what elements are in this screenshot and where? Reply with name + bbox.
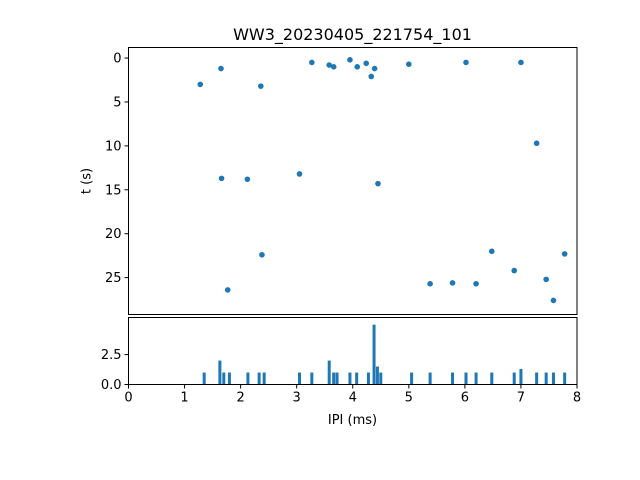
histogram-bar xyxy=(355,372,359,385)
tick-label: 5 xyxy=(405,391,413,406)
histogram-bar xyxy=(257,372,261,385)
histogram-bar xyxy=(246,372,250,385)
scatter-point xyxy=(463,59,469,66)
histogram-bar xyxy=(544,372,548,385)
scatter-point xyxy=(406,61,412,67)
scatter-point xyxy=(296,171,303,177)
scatter-point xyxy=(550,297,557,304)
scatter-point xyxy=(511,267,518,274)
scatter-point xyxy=(330,64,337,70)
tick-label: 2 xyxy=(236,391,244,406)
histogram-bar xyxy=(451,372,455,385)
scatter-point xyxy=(309,59,315,66)
histogram-bar xyxy=(327,360,331,385)
scatter-points xyxy=(197,56,568,304)
scatter-point xyxy=(488,248,495,255)
histogram-bar xyxy=(262,372,266,385)
scatter-point xyxy=(449,280,456,286)
scatter-point xyxy=(244,176,251,183)
x-axis-label: IPI (ms) xyxy=(327,413,378,428)
chart-title: WW3_20230405_221754_101 xyxy=(233,25,472,44)
histogram-bars xyxy=(202,324,567,385)
histogram-bar xyxy=(310,372,314,385)
top-y-ticks: 0 5 10 15 20 25 xyxy=(105,52,129,286)
histogram-bar xyxy=(222,372,226,385)
histogram-bar xyxy=(474,372,478,385)
histogram-bar xyxy=(297,372,301,385)
tick-label: 0.0 xyxy=(101,378,122,393)
histogram-bar xyxy=(366,372,370,385)
tick-label: 3 xyxy=(293,391,301,406)
histogram-bar xyxy=(335,372,339,385)
scatter-point xyxy=(473,280,479,287)
histogram-bar xyxy=(512,372,516,385)
histogram-bar xyxy=(379,372,383,385)
axes-spines xyxy=(128,47,578,385)
scatter-point xyxy=(427,280,433,287)
histogram-bar xyxy=(372,324,376,385)
tick-label: 2.5 xyxy=(101,348,122,363)
tick-label: 10 xyxy=(105,139,122,154)
top-axes-frame xyxy=(128,47,578,315)
tick-label: 7 xyxy=(517,391,525,406)
histogram-bar xyxy=(410,372,414,385)
histogram-bar xyxy=(490,372,494,385)
scatter-point xyxy=(218,175,225,182)
histogram-bar xyxy=(551,372,555,385)
tick-label: 4 xyxy=(349,391,357,406)
scatter-point xyxy=(326,62,333,68)
scatter-point xyxy=(218,65,224,72)
scatter-point xyxy=(347,56,353,63)
scatter-point xyxy=(259,251,265,258)
scatter-point xyxy=(224,287,231,293)
histogram-bar xyxy=(464,372,468,385)
scatter-point xyxy=(533,140,540,147)
tick-label: 8 xyxy=(573,391,581,406)
tick-label: 6 xyxy=(461,391,469,406)
scatter-point xyxy=(518,59,524,66)
tick-label: 0 xyxy=(113,52,121,67)
bottom-x-ticks: 0 1 2 3 4 5 6 7 8 xyxy=(124,384,581,406)
histogram-bar xyxy=(375,366,379,385)
tick-label: 20 xyxy=(105,227,122,242)
scatter-point xyxy=(375,180,381,187)
bottom-axes-frame xyxy=(128,317,578,385)
histogram-bar xyxy=(332,372,336,385)
scatter-point xyxy=(543,276,549,283)
histogram-bar xyxy=(202,372,206,385)
scatter-point xyxy=(368,73,375,80)
histogram-bar xyxy=(348,372,352,385)
histogram-bar xyxy=(227,372,231,385)
scatter-point xyxy=(363,60,370,67)
scatter-point xyxy=(258,83,264,89)
scatter-point xyxy=(354,64,361,70)
scatter-point xyxy=(371,65,378,72)
histogram-bar xyxy=(428,372,432,385)
scatter-point xyxy=(561,251,568,257)
tick-label: 0 xyxy=(124,391,132,406)
histogram-bar xyxy=(519,368,523,385)
histogram-bar xyxy=(218,360,222,385)
bottom-y-ticks: 0.0 2.5 xyxy=(101,348,129,393)
tick-label: 1 xyxy=(180,391,188,406)
tick-label: 25 xyxy=(105,271,122,286)
histogram-bar xyxy=(535,372,539,385)
scatter-point xyxy=(197,81,204,88)
histogram-bar xyxy=(563,372,567,385)
tick-label: 5 xyxy=(113,95,121,110)
tick-label: 15 xyxy=(105,183,122,198)
